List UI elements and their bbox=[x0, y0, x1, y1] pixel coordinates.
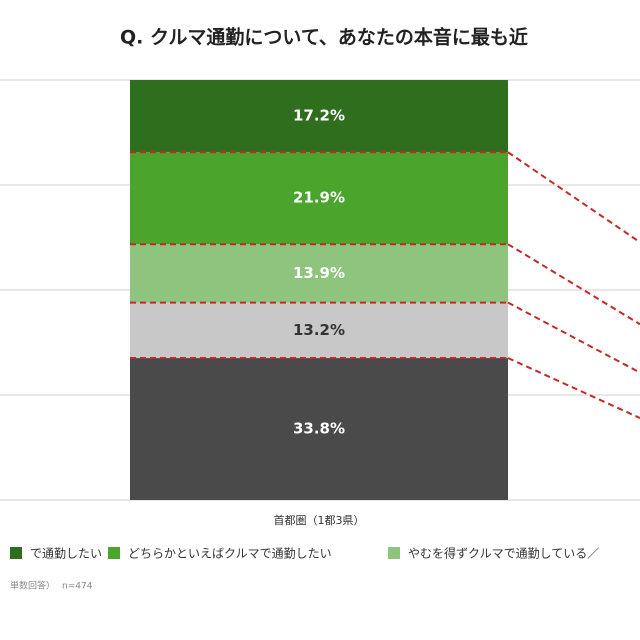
bar-segment bbox=[130, 244, 508, 303]
legend-swatch bbox=[388, 547, 400, 559]
bar-segment bbox=[130, 358, 508, 500]
x-tick-label: 首都圏（1都3県） bbox=[274, 513, 365, 527]
connector bbox=[507, 151, 640, 244]
data-label: 17.2% bbox=[293, 107, 345, 125]
legend-swatch bbox=[108, 547, 120, 559]
bar-segment bbox=[130, 302, 508, 359]
data-label: 13.9% bbox=[293, 264, 345, 282]
data-label: 21.9% bbox=[293, 189, 345, 207]
legend-label: やむを得ずクルマで通勤している／ bbox=[408, 546, 599, 561]
legend-label: で通勤したい bbox=[30, 547, 102, 561]
legend-label: どちらかといえばクルマで通勤したい bbox=[128, 547, 332, 561]
sample-size: n=474 bbox=[62, 582, 93, 592]
connector bbox=[507, 301, 640, 374]
bar-segment bbox=[130, 152, 508, 245]
footnote: 単数回答） bbox=[10, 580, 55, 592]
connector bbox=[507, 357, 640, 419]
data-label: 33.8% bbox=[293, 420, 345, 438]
data-label: 13.2% bbox=[293, 321, 345, 339]
chart-title: Q. クルマ通勤について、あなたの本音に最も近 bbox=[120, 26, 528, 49]
legend-swatch bbox=[10, 547, 22, 559]
connector bbox=[507, 243, 640, 326]
bar-segment bbox=[130, 80, 508, 153]
